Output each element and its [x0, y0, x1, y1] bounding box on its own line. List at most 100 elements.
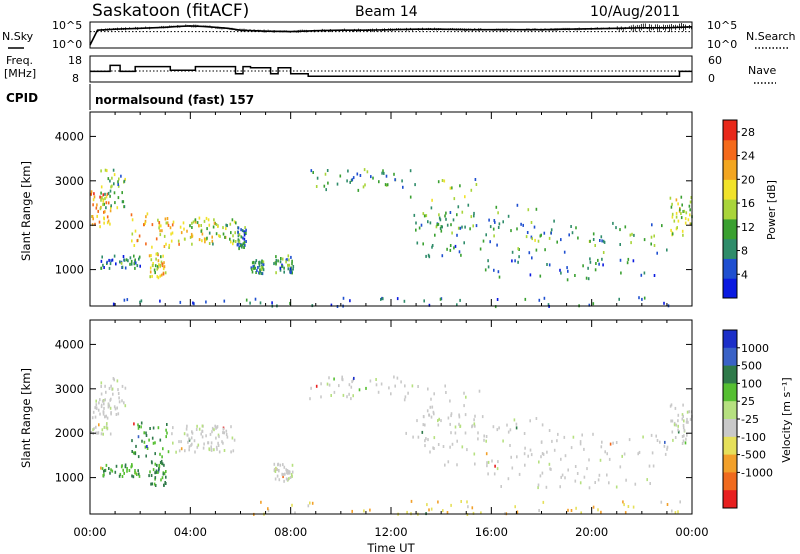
scatter-cell	[157, 471, 159, 474]
scatter-cell	[633, 233, 635, 237]
scatter-cell	[600, 445, 603, 449]
scatter-cell	[689, 213, 691, 217]
scatter-cell	[507, 477, 510, 481]
scatter-cell	[118, 396, 120, 400]
scatter-cell	[238, 240, 241, 244]
power-colorbar-swatch	[723, 139, 737, 161]
scatter-cell	[333, 377, 335, 381]
scatter-cell	[388, 386, 390, 390]
scatter-cell	[556, 439, 558, 443]
scatter-cell	[310, 386, 312, 390]
scatter-cell	[467, 505, 469, 509]
scatter-cell	[226, 435, 229, 439]
scatter-cell	[213, 218, 215, 222]
scatter-cell	[333, 390, 336, 394]
scatter-cell	[106, 260, 108, 264]
scatter-cell	[155, 257, 157, 261]
scatter-cell	[493, 219, 496, 222]
scatter-cell	[92, 428, 94, 432]
scatter-cell	[99, 207, 102, 211]
scatter-cell	[92, 198, 95, 202]
scatter-cell	[449, 186, 452, 190]
scatter-cell	[433, 392, 435, 396]
scatter-cell	[472, 511, 475, 515]
scatter-cell	[474, 462, 476, 466]
scatter-cell	[524, 446, 526, 450]
scatter-cell	[117, 412, 120, 416]
scatter-cell	[423, 214, 426, 218]
scatter-cell	[495, 205, 498, 209]
scatter-cell	[651, 451, 654, 455]
scatter-cell	[212, 242, 214, 246]
scatter-cell	[215, 232, 218, 236]
scatter-cell	[437, 419, 439, 423]
scatter-cell	[97, 209, 99, 213]
scatter-cell	[171, 432, 173, 436]
scatter-cell	[217, 444, 220, 447]
scatter-cell	[260, 268, 263, 272]
scatter-cell	[441, 254, 444, 258]
scatter-cell	[131, 218, 134, 222]
scatter-cell	[113, 378, 115, 382]
scatter-cell	[151, 274, 153, 278]
scatter-cell	[113, 173, 116, 177]
scatter-cell	[177, 239, 180, 243]
scatter-cell	[101, 399, 104, 403]
scatter-cell	[213, 448, 215, 452]
scatter-cell	[485, 439, 487, 443]
scatter-cell	[110, 397, 112, 401]
scatter-cell	[381, 171, 383, 175]
scatter-cell	[688, 204, 691, 208]
scatter-cell	[259, 301, 262, 305]
scatter-cell	[671, 202, 673, 206]
scatter-cell	[330, 394, 332, 397]
scatter-cell	[180, 440, 182, 444]
scatter-cell	[232, 234, 234, 238]
scatter-cell	[100, 405, 103, 409]
scatter-cell	[244, 226, 246, 230]
scatter-cell	[473, 452, 476, 456]
scatter-cell	[110, 468, 112, 472]
freq-label-2: [MHz]	[4, 67, 36, 80]
scatter-cell	[560, 271, 562, 275]
scatter-cell	[187, 440, 189, 444]
scatter-cell	[428, 508, 430, 512]
scatter-cell	[106, 215, 109, 219]
scatter-cell	[643, 238, 646, 242]
scatter-cell	[100, 191, 102, 195]
scatter-cell	[690, 222, 693, 226]
scatter-cell	[118, 177, 120, 181]
scatter-cell	[208, 448, 211, 452]
scatter-cell	[102, 263, 104, 267]
scatter-cell	[683, 434, 685, 438]
scatter-cell	[470, 188, 473, 192]
scatter-cell	[650, 235, 653, 239]
scatter-cell	[689, 208, 691, 212]
scatter-cell	[274, 477, 277, 481]
scatter-cell	[537, 239, 540, 243]
scatter-cell	[598, 473, 601, 477]
scatter-cell	[342, 393, 345, 397]
scatter-cell	[238, 247, 240, 251]
scatter-cell	[670, 419, 672, 423]
scatter-cell	[464, 225, 466, 229]
scatter-cell	[106, 192, 109, 196]
scatter-cell	[509, 428, 512, 432]
scatter-cell	[463, 404, 465, 408]
scatter-cell	[320, 395, 322, 399]
scatter-cell	[122, 255, 125, 258]
scatter-cell	[180, 231, 183, 235]
scatter-cell	[165, 475, 167, 479]
scatter-cell	[154, 271, 156, 275]
scatter-cell	[378, 180, 380, 184]
velocity-colorbar-tick-label: 25	[741, 395, 755, 408]
scatter-cell	[158, 223, 161, 227]
scatter-cell	[309, 397, 311, 401]
power-colorbar-swatch	[723, 218, 737, 240]
scatter-cell	[383, 171, 385, 175]
scatter-cell	[677, 510, 679, 514]
scatter-cell	[215, 445, 218, 449]
scatter-cell	[473, 211, 475, 215]
scatter-cell	[438, 213, 440, 217]
scatter-cell	[675, 423, 678, 427]
